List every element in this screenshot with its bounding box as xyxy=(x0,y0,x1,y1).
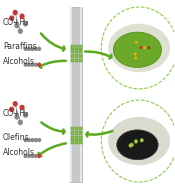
Circle shape xyxy=(23,112,28,118)
Circle shape xyxy=(13,10,18,15)
Text: Olefins: Olefins xyxy=(3,133,30,142)
Circle shape xyxy=(14,114,19,120)
Circle shape xyxy=(140,138,143,142)
Circle shape xyxy=(14,23,19,28)
Text: Paraffins: Paraffins xyxy=(3,42,37,51)
FancyBboxPatch shape xyxy=(75,59,78,63)
Circle shape xyxy=(27,47,31,51)
Text: Alcohols: Alcohols xyxy=(3,148,35,157)
FancyBboxPatch shape xyxy=(79,49,82,53)
Circle shape xyxy=(9,107,14,112)
FancyBboxPatch shape xyxy=(70,7,72,182)
Circle shape xyxy=(37,47,41,51)
Ellipse shape xyxy=(108,24,170,72)
Circle shape xyxy=(130,143,134,147)
Circle shape xyxy=(24,138,28,142)
Circle shape xyxy=(34,138,38,142)
Circle shape xyxy=(30,63,34,67)
Circle shape xyxy=(134,57,137,60)
Circle shape xyxy=(9,15,14,21)
FancyBboxPatch shape xyxy=(71,59,74,63)
Ellipse shape xyxy=(113,32,162,67)
Circle shape xyxy=(134,53,137,56)
Circle shape xyxy=(23,21,28,26)
FancyBboxPatch shape xyxy=(80,7,82,182)
FancyBboxPatch shape xyxy=(75,45,78,49)
Circle shape xyxy=(140,46,142,49)
FancyBboxPatch shape xyxy=(75,136,78,140)
Circle shape xyxy=(34,154,38,158)
FancyBboxPatch shape xyxy=(79,126,82,130)
Circle shape xyxy=(30,47,34,51)
Circle shape xyxy=(18,28,23,34)
Circle shape xyxy=(24,154,28,158)
FancyBboxPatch shape xyxy=(79,45,82,49)
FancyBboxPatch shape xyxy=(70,7,82,182)
Circle shape xyxy=(24,63,28,67)
FancyBboxPatch shape xyxy=(75,140,78,144)
Circle shape xyxy=(134,140,138,143)
Circle shape xyxy=(30,154,34,158)
Circle shape xyxy=(143,46,146,49)
FancyBboxPatch shape xyxy=(75,131,78,135)
FancyBboxPatch shape xyxy=(79,54,82,58)
FancyBboxPatch shape xyxy=(71,140,74,144)
Circle shape xyxy=(37,154,41,158)
FancyBboxPatch shape xyxy=(79,131,82,135)
Circle shape xyxy=(34,47,38,51)
FancyBboxPatch shape xyxy=(71,49,74,53)
Circle shape xyxy=(27,138,31,142)
Text: CO+H₂: CO+H₂ xyxy=(3,18,29,27)
Ellipse shape xyxy=(117,130,158,160)
Circle shape xyxy=(129,144,132,147)
FancyBboxPatch shape xyxy=(71,45,74,49)
Circle shape xyxy=(27,154,31,158)
FancyBboxPatch shape xyxy=(71,54,74,58)
FancyBboxPatch shape xyxy=(75,126,78,130)
Ellipse shape xyxy=(108,117,170,165)
Circle shape xyxy=(19,13,25,19)
FancyBboxPatch shape xyxy=(75,49,78,53)
FancyBboxPatch shape xyxy=(79,140,82,144)
FancyBboxPatch shape xyxy=(75,54,78,58)
Circle shape xyxy=(37,138,41,142)
FancyBboxPatch shape xyxy=(79,136,82,140)
FancyBboxPatch shape xyxy=(71,136,74,140)
Text: CO+H₂: CO+H₂ xyxy=(3,109,29,118)
Text: Alcohols: Alcohols xyxy=(3,57,35,66)
Circle shape xyxy=(24,47,28,51)
Circle shape xyxy=(135,41,138,44)
Circle shape xyxy=(13,101,18,107)
FancyBboxPatch shape xyxy=(79,59,82,63)
Circle shape xyxy=(37,63,41,67)
Circle shape xyxy=(30,138,34,142)
Circle shape xyxy=(147,46,150,49)
FancyBboxPatch shape xyxy=(71,126,74,130)
Circle shape xyxy=(34,63,38,67)
Circle shape xyxy=(27,63,31,67)
Circle shape xyxy=(19,105,25,110)
Circle shape xyxy=(18,120,23,125)
FancyBboxPatch shape xyxy=(71,131,74,135)
